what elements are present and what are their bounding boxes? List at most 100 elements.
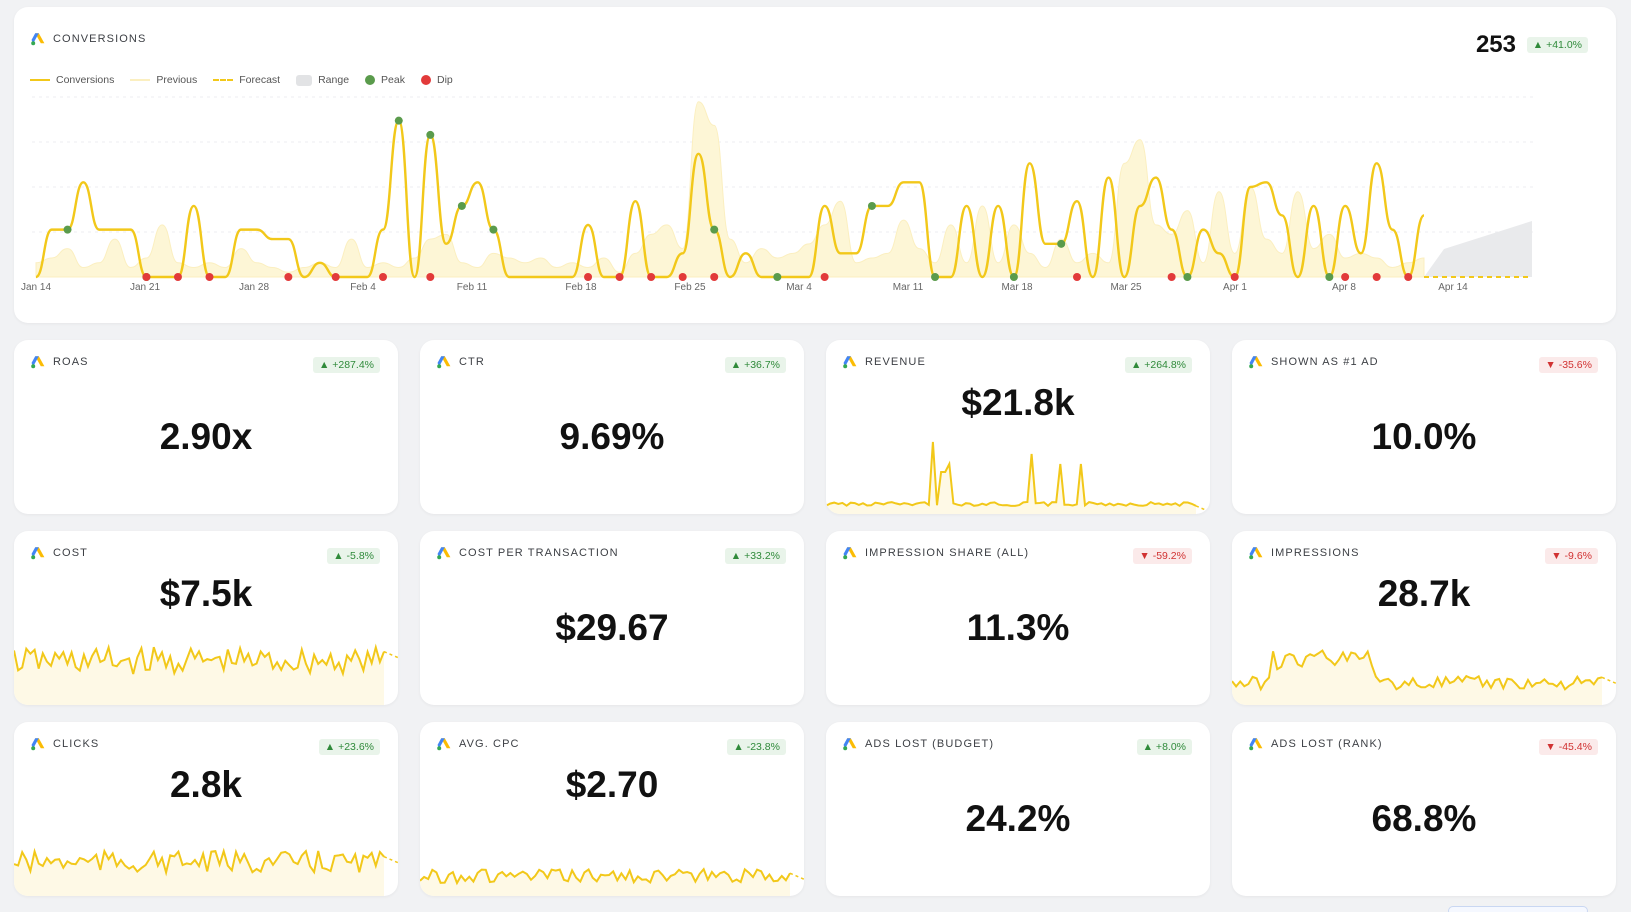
legend-item[interactable]: Previous (130, 74, 197, 86)
peak-marker[interactable] (710, 225, 719, 234)
metric-card[interactable]: ROAS ▲ +287.4% 2.90x (14, 340, 398, 514)
metric-title: ADS LOST (BUDGET) (865, 738, 995, 750)
peak-marker[interactable] (1183, 273, 1192, 281)
dip-marker[interactable] (331, 273, 340, 281)
legend-item[interactable]: Conversions (30, 74, 114, 86)
metric-value: 28.7k (1377, 573, 1471, 614)
dip-marker[interactable] (1372, 273, 1381, 281)
dip-marker[interactable] (615, 273, 624, 281)
card-title: CONVERSIONS (53, 33, 147, 45)
total-value: 253 (1475, 31, 1516, 58)
change-badge: ▲ -23.8% (727, 739, 786, 755)
peak-marker[interactable] (489, 225, 498, 234)
legend-item[interactable]: Forecast (213, 74, 280, 86)
previous-series-area (35, 101, 1425, 278)
sparkline-forecast (383, 650, 398, 659)
peak-marker[interactable] (426, 130, 435, 139)
metric-card[interactable]: REVENUE ▲ +264.8% $21.8k (826, 340, 1210, 514)
metric-card[interactable]: AVG. CPC ▲ -23.8% $2.70 (420, 722, 804, 896)
peak-marker[interactable] (394, 116, 403, 125)
google-ads-logo-icon (843, 547, 857, 560)
sparkline-line (420, 867, 791, 886)
metric-card[interactable]: ADS LOST (RANK) ▼ -45.4% 68.8% (1232, 722, 1616, 896)
x-tick-label: Jan 14 (21, 282, 51, 293)
card-header: ADS LOST (RANK) (1248, 736, 1383, 752)
legend-swatch (365, 75, 376, 85)
legend-swatch (296, 74, 313, 86)
metric-card[interactable]: IMPRESSIONS ▼ -9.6% 28.7k (1232, 531, 1616, 705)
peak-marker[interactable] (457, 201, 466, 210)
card-header: COST (30, 545, 88, 561)
legend-item[interactable]: Peak (365, 74, 405, 86)
x-tick-label: Feb 11 (457, 282, 488, 293)
dip-marker[interactable] (710, 273, 719, 281)
legend-item[interactable]: Range (296, 74, 349, 86)
card-header: ROAS (30, 354, 89, 370)
change-badge: ▲ +36.7% (724, 357, 786, 373)
dip-marker[interactable] (379, 273, 387, 281)
change-badge: ▼ -59.2% (1133, 548, 1192, 564)
footer-button[interactable] (1448, 906, 1588, 912)
sparkline-forecast (789, 872, 804, 880)
legend-item[interactable]: Dip (420, 74, 453, 86)
legend-label: Dip (436, 74, 453, 86)
metric-value: 2.90x (159, 416, 253, 457)
metric-card[interactable]: SHOWN AS #1 AD ▼ -35.6% 10.0% (1232, 340, 1616, 514)
metric-value: 68.8% (1371, 798, 1477, 839)
dip-marker[interactable] (678, 273, 687, 281)
dip-marker[interactable] (647, 273, 656, 281)
change-badge: ▲ +8.0% (1136, 739, 1192, 755)
metric-value: 24.2% (965, 798, 1071, 839)
legend-label: Range (318, 74, 350, 86)
conversions-line (34, 119, 1426, 279)
dip-marker[interactable] (173, 273, 182, 281)
dip-marker[interactable] (584, 273, 593, 281)
sparkline (420, 867, 804, 896)
metric-card[interactable]: COST PER TRANSACTION ▲ +33.2% $29.67 (420, 531, 804, 705)
dip-marker[interactable] (1230, 273, 1239, 281)
metric-value: $2.70 (565, 764, 659, 805)
google-ads-logo-icon (31, 738, 45, 751)
metric-title: COST PER TRANSACTION (459, 547, 619, 559)
metric-card[interactable]: CLICKS ▲ +23.6% 2.8k (14, 722, 398, 896)
change-badge: ▲ +264.8% (1124, 357, 1192, 373)
dip-marker[interactable] (820, 273, 829, 281)
metric-card[interactable]: CTR ▲ +36.7% 9.69% (420, 340, 804, 514)
peak-marker[interactable] (63, 225, 72, 234)
legend-label: Conversions (56, 74, 115, 86)
peak-marker[interactable] (1057, 239, 1066, 248)
metric-card[interactable]: ADS LOST (BUDGET) ▲ +8.0% 24.2% (826, 722, 1210, 896)
metric-title: ADS LOST (RANK) (1271, 738, 1383, 750)
dip-marker[interactable] (284, 273, 293, 281)
metric-value: $29.67 (555, 607, 669, 648)
peak-marker[interactable] (1325, 273, 1334, 281)
sparkline-area (420, 869, 790, 896)
chart-legend: Conversions Previous Forecast Range Peak Dip (30, 74, 453, 86)
dip-marker[interactable] (1404, 273, 1413, 281)
sparkline (14, 847, 398, 896)
google-ads-logo-icon (31, 33, 45, 46)
dip-marker[interactable] (1341, 273, 1350, 281)
peak-marker[interactable] (931, 273, 940, 281)
card-header: IMPRESSION SHARE (ALL) (842, 545, 1029, 561)
dip-marker[interactable] (142, 273, 151, 281)
metric-card[interactable]: COST ▲ -5.8% $7.5k (14, 531, 398, 705)
dip-marker[interactable] (1167, 273, 1176, 281)
x-tick-label: Apr 1 (1223, 282, 1247, 293)
dip-marker[interactable] (426, 273, 435, 281)
conversions-chart: Jan 14 Jan 21 Jan 28 Feb 4 Feb 11 Feb 18 Feb 2… (21, 96, 1534, 293)
sparkline-line (826, 441, 1197, 508)
x-tick-label: Mar 11 (893, 282, 924, 293)
legend-swatch (130, 79, 151, 81)
peak-marker[interactable] (867, 201, 876, 210)
peak-marker[interactable] (1009, 273, 1018, 281)
dip-marker[interactable] (205, 273, 214, 281)
sparkline (14, 643, 398, 705)
google-ads-logo-icon (843, 738, 857, 751)
metric-title: SHOWN AS #1 AD (1271, 356, 1379, 368)
card-header: CTR (436, 354, 485, 370)
peak-marker[interactable] (773, 273, 782, 281)
x-tick-label: Mar 25 (1110, 282, 1142, 293)
dip-marker[interactable] (1073, 273, 1081, 281)
metric-card[interactable]: IMPRESSION SHARE (ALL) ▼ -59.2% 11.3% (826, 531, 1210, 705)
